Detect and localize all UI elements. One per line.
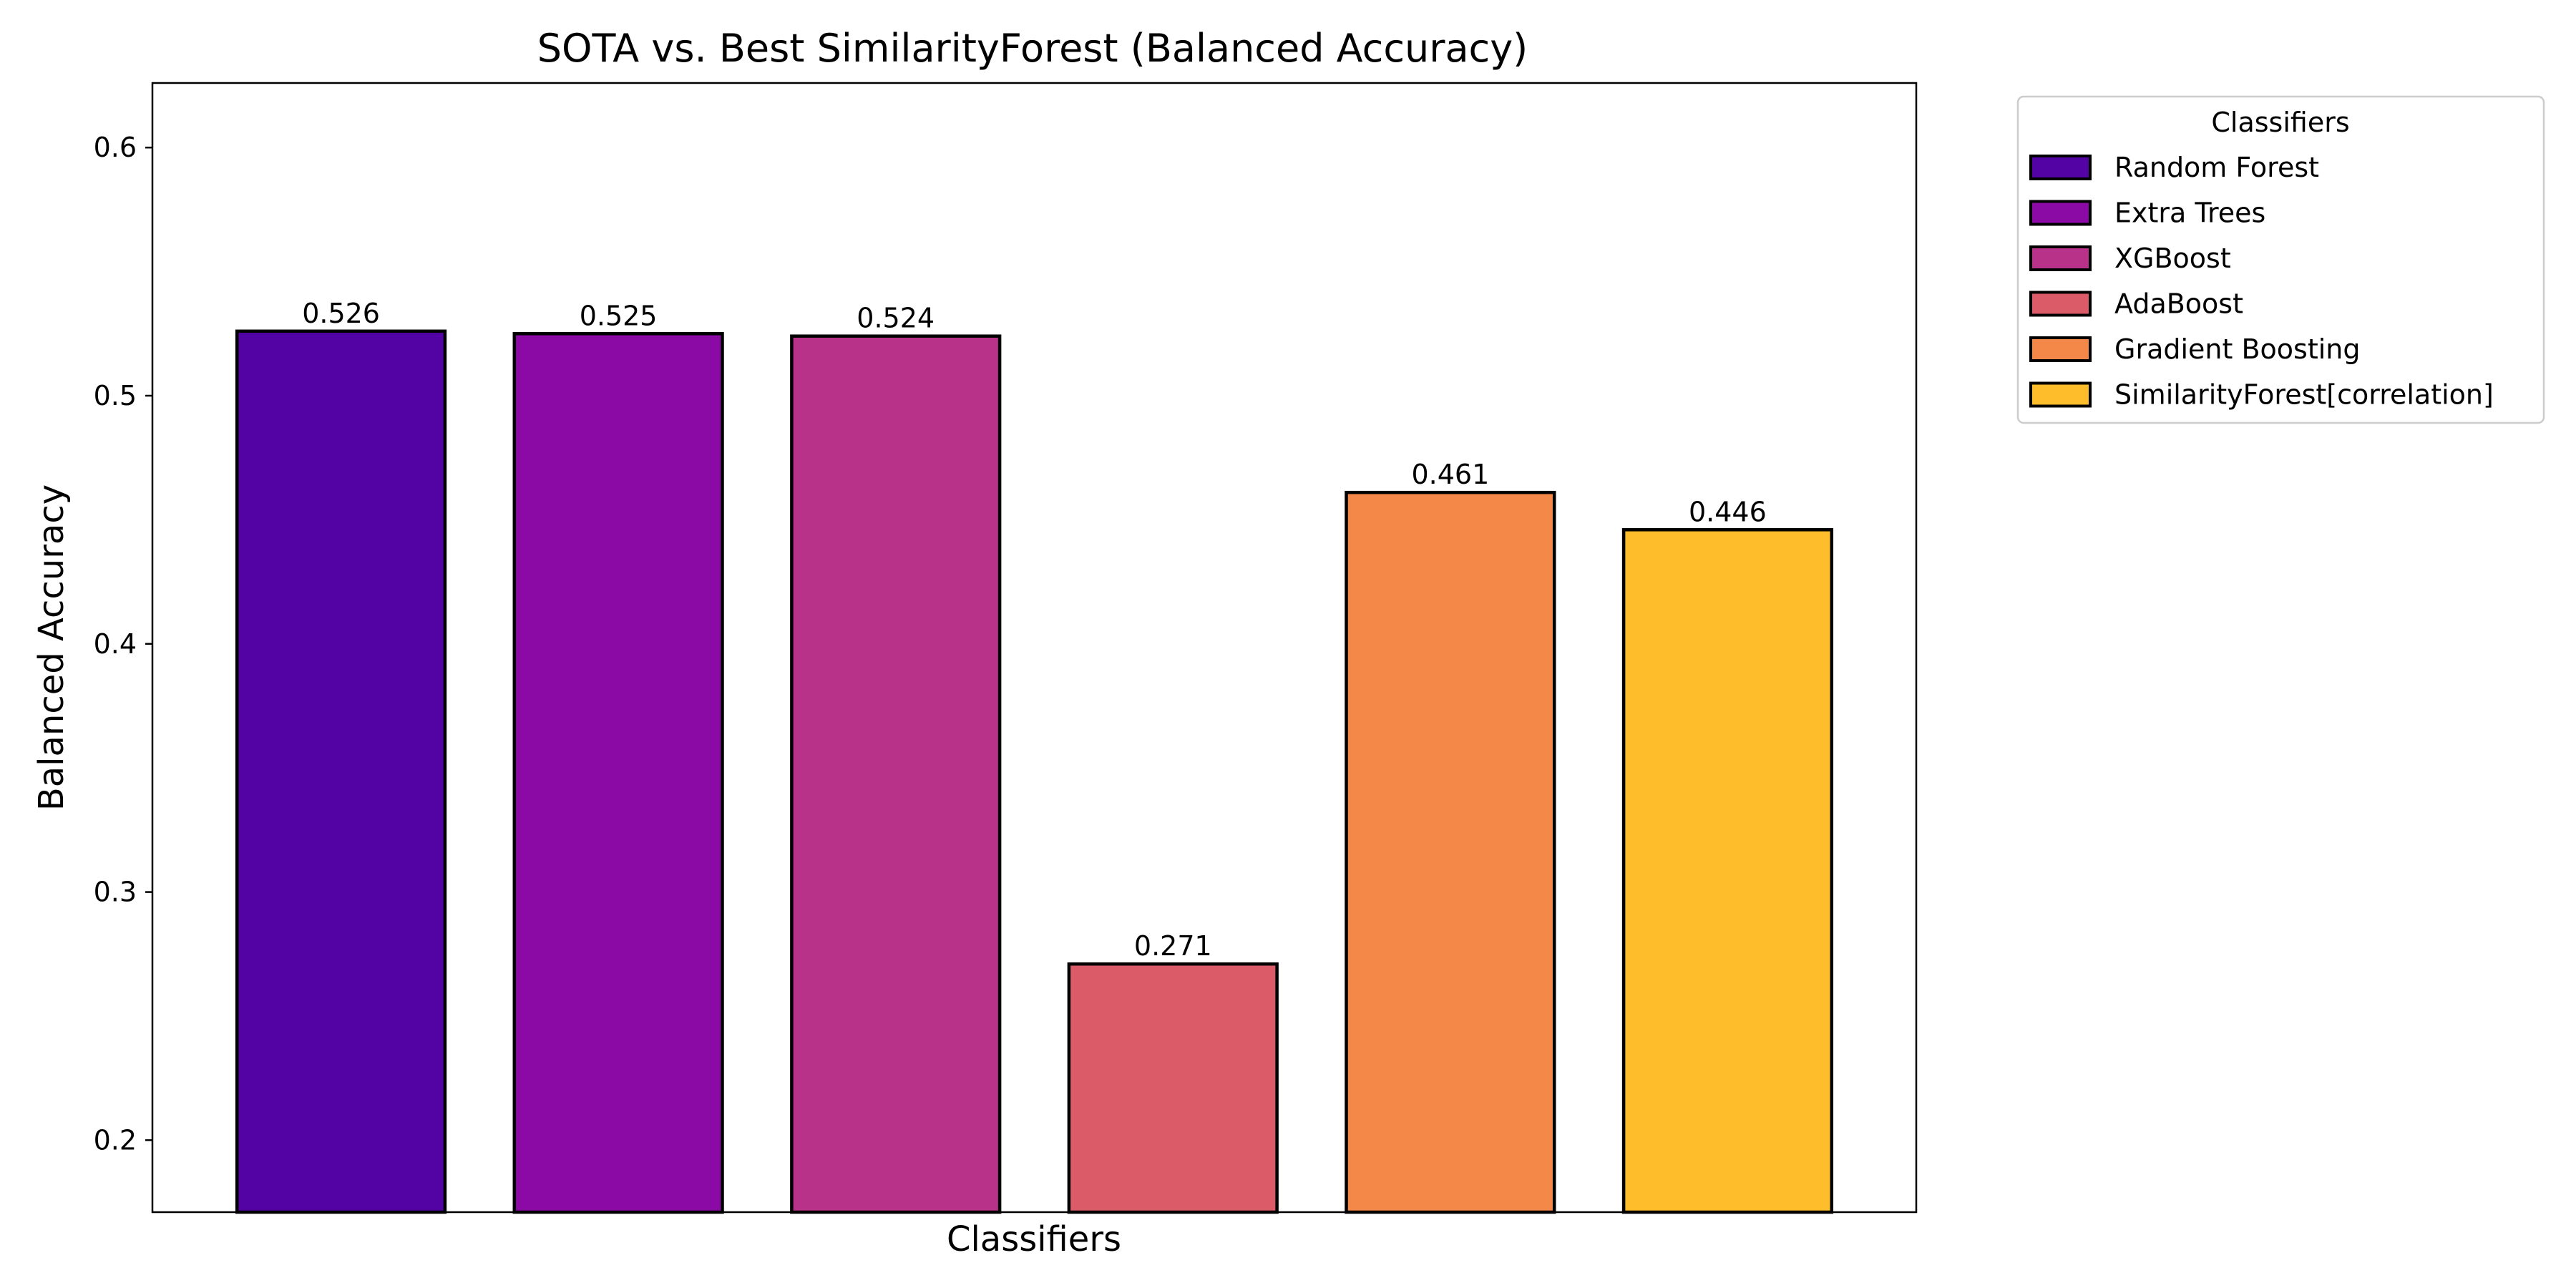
legend-swatch <box>2029 245 2092 271</box>
bars: 0.526 0.525 0.524 0.271 0.461 0.446 <box>235 298 1834 1214</box>
legend-swatch <box>2029 155 2092 180</box>
bar-value-label: 0.526 <box>302 298 380 329</box>
legend-entry-label: Extra Trees <box>2114 197 2265 229</box>
chart-title: SOTA vs. Best SimilarityForest (Balanced… <box>537 26 1528 71</box>
bar <box>1345 490 1556 1214</box>
legend-swatch <box>2029 336 2092 362</box>
y-tick-label: 0.3 <box>94 877 137 908</box>
bar-value-label: 0.446 <box>1689 496 1767 527</box>
y-tick-label: 0.2 <box>94 1124 137 1156</box>
bar <box>235 329 447 1214</box>
bar <box>790 334 1002 1214</box>
plot-frame <box>151 82 1918 1214</box>
legend-swatch <box>2029 381 2092 408</box>
legend-entry-label: SimilarityForest[correlation] <box>2114 379 2494 411</box>
legend-frame <box>2016 95 2545 424</box>
legend-swatch <box>2029 291 2092 317</box>
y-axis-label: Balanced Accuracy <box>31 484 72 811</box>
legend-entry-label: Random Forest <box>2114 152 2319 183</box>
legend-entry-label: AdaBoost <box>2114 288 2243 320</box>
bar <box>1621 528 1834 1214</box>
y-tick-label: 0.5 <box>94 380 137 411</box>
legend-title: Classifiers <box>2211 107 2349 138</box>
bar-value-label: 0.461 <box>1412 459 1490 490</box>
y-tick-label: 0.6 <box>94 132 137 163</box>
legend: Classifiers Random Forest Extra Trees XGBo… <box>2016 95 2545 424</box>
bar <box>1067 962 1279 1214</box>
bar-value-label: 0.524 <box>857 303 935 334</box>
bar-value-label: 0.271 <box>1134 930 1212 962</box>
legend-entries: Random Forest Extra Trees XGBoost AdaBoost G… <box>2029 152 2494 411</box>
legend-entry-label: Gradient Boosting <box>2114 333 2361 365</box>
y-axis: 0.2 0.3 0.4 0.5 0.6 <box>94 132 152 1156</box>
bar <box>512 332 724 1214</box>
y-tick-label: 0.4 <box>94 628 137 660</box>
x-axis-label: Classifiers <box>947 1219 1121 1259</box>
bar-value-label: 0.525 <box>580 300 658 331</box>
legend-entry-label: XGBoost <box>2114 243 2231 274</box>
legend-swatch <box>2029 200 2092 226</box>
